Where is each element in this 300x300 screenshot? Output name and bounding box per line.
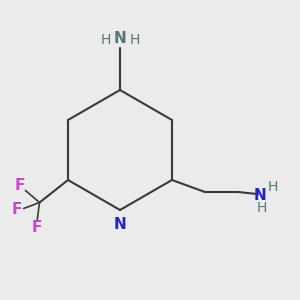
Text: N: N — [114, 217, 126, 232]
Text: N: N — [254, 188, 267, 202]
Text: F: F — [12, 202, 22, 217]
Text: H: H — [268, 180, 278, 194]
Text: N: N — [114, 31, 126, 46]
Text: F: F — [32, 220, 42, 236]
Text: H: H — [257, 202, 267, 215]
Text: H: H — [129, 34, 140, 47]
Text: H: H — [100, 34, 111, 47]
Text: F: F — [15, 178, 25, 194]
